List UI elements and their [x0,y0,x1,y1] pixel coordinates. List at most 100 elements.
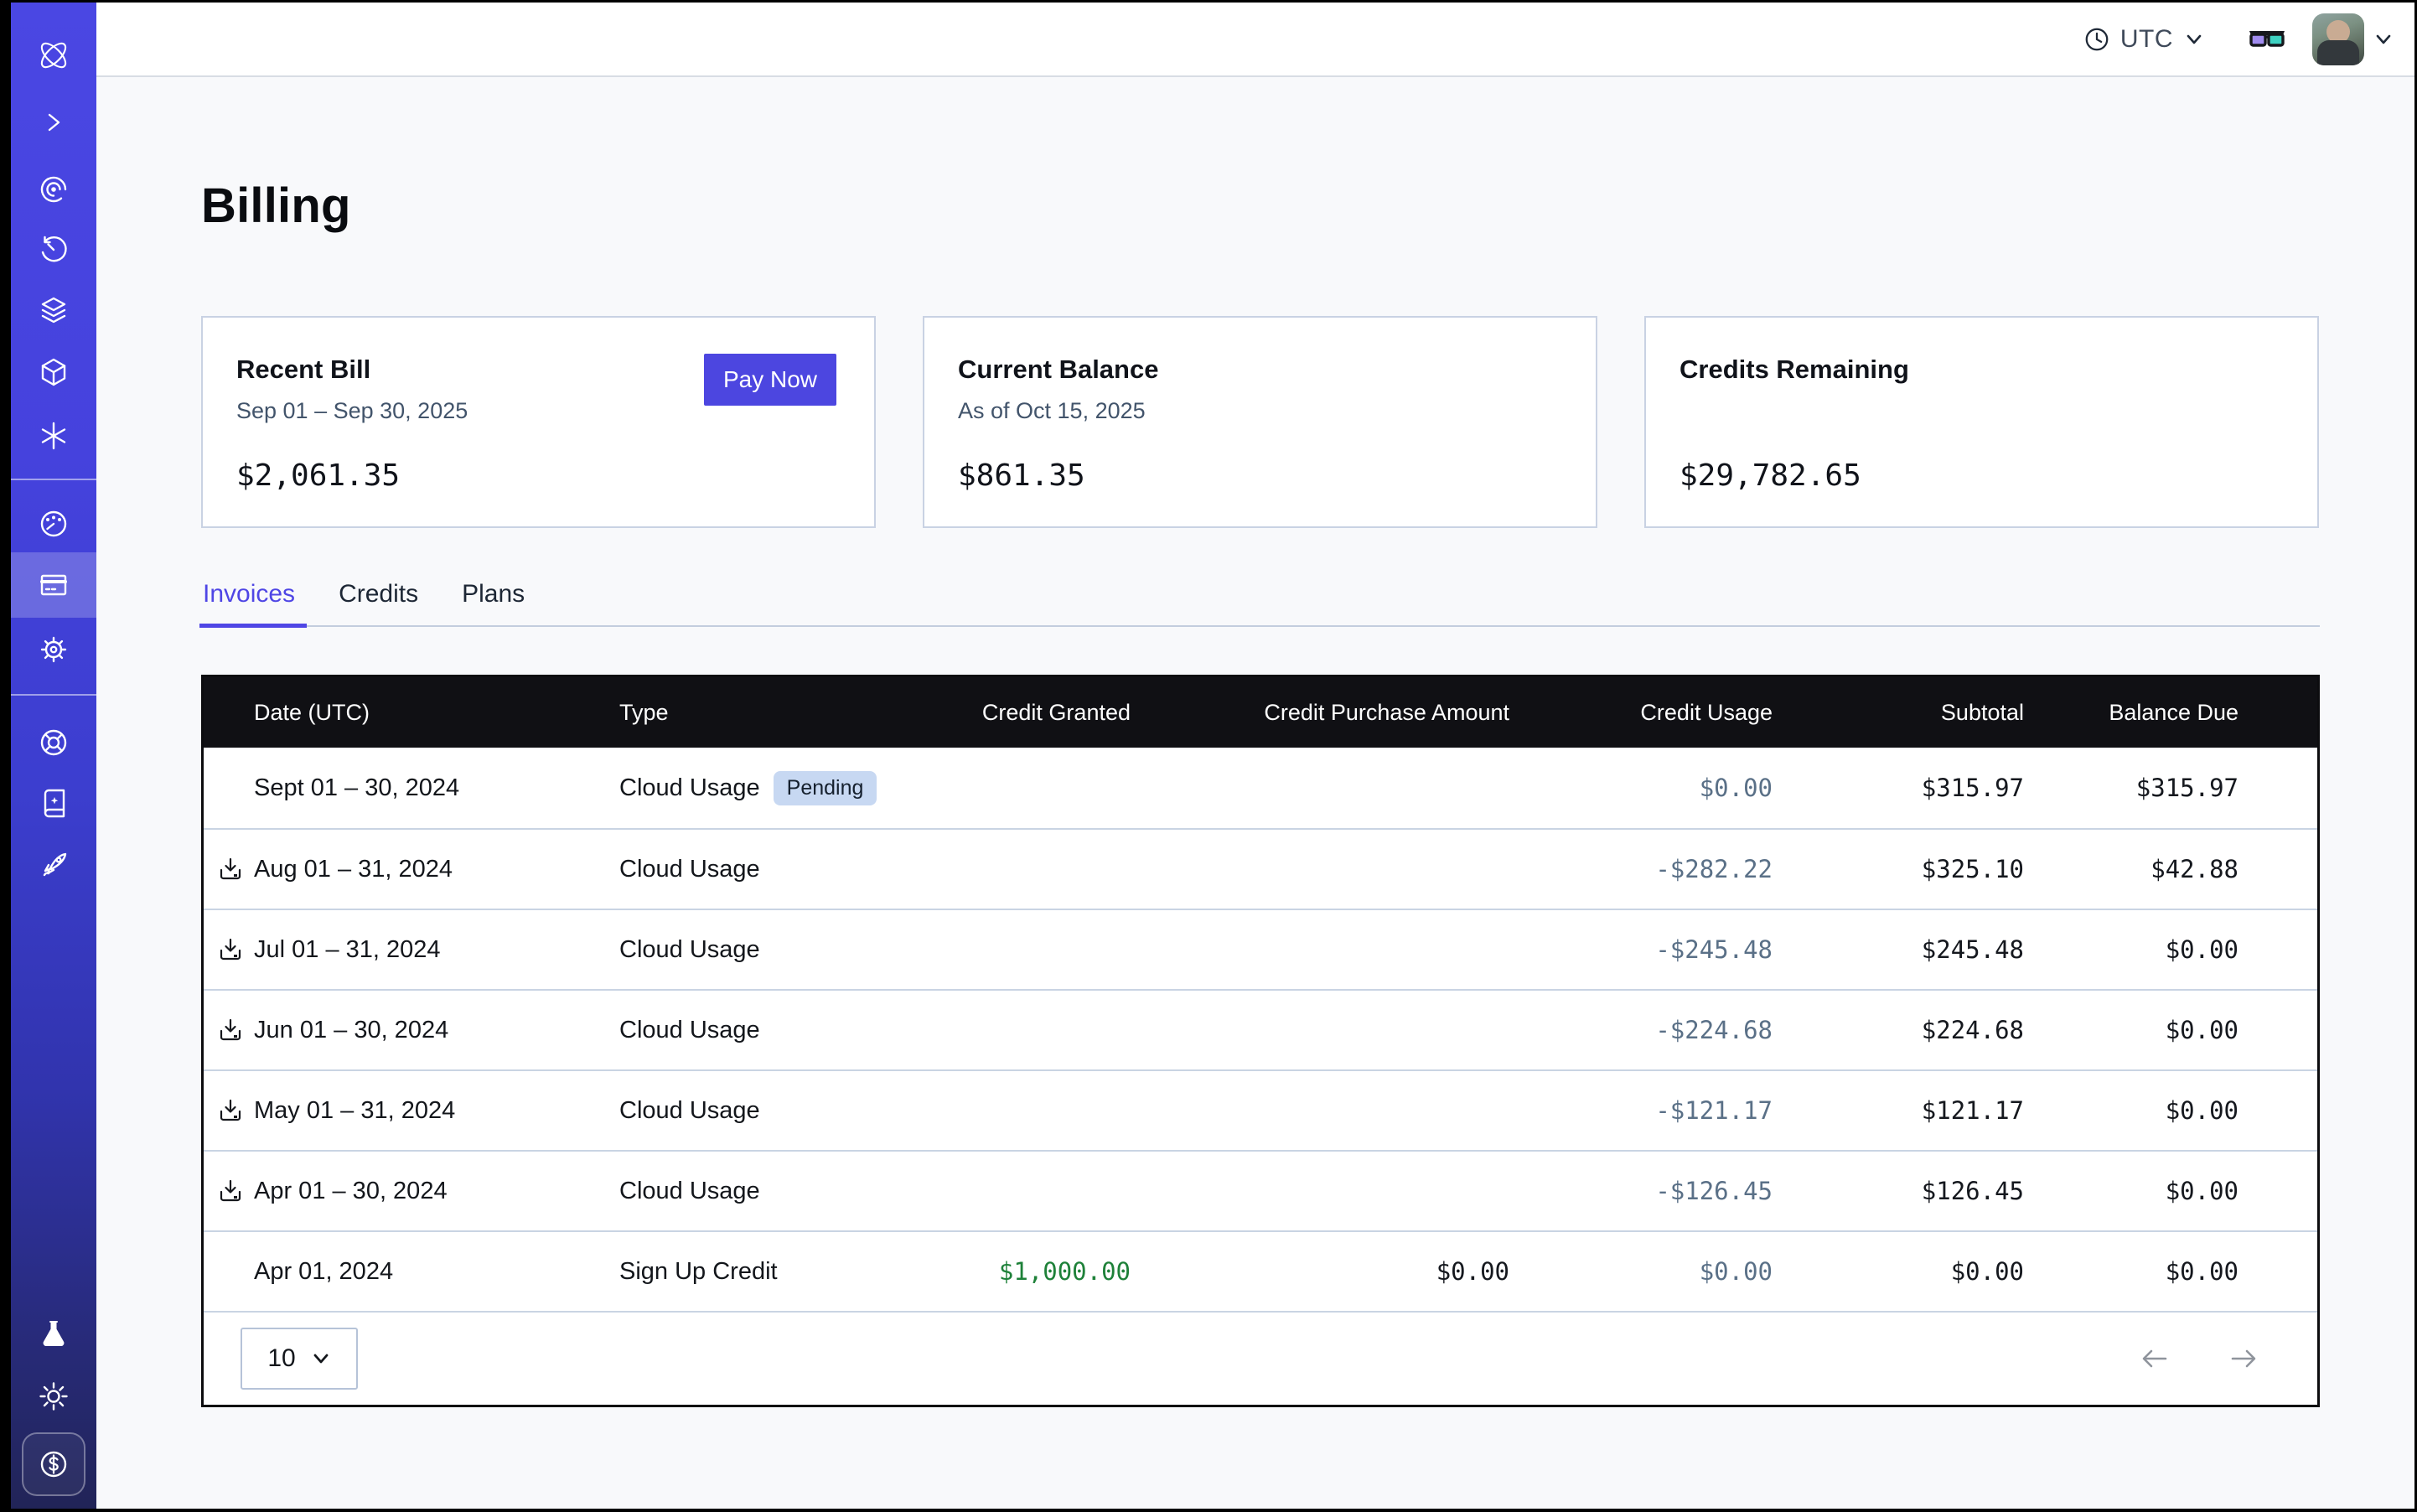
download-invoice-icon[interactable] [217,1017,244,1043]
page-size-select[interactable]: 10 [241,1328,358,1390]
sun-icon[interactable] [11,1364,96,1429]
billing-card-icon [38,569,70,601]
page-size-value: 10 [267,1344,295,1373]
card-subtitle: As of Oct 15, 2025 [958,398,1562,424]
flask-icon[interactable] [11,1302,96,1367]
credit-usage-cell: -$121.17 [1523,1096,1791,1125]
table-header-row: Date (UTC) Type Credit Granted Credit Pu… [204,677,2317,748]
subtotal-cell: $245.48 [1791,935,2042,964]
topbar: UTC [96,3,2414,77]
observe-eye-icon[interactable] [11,157,96,222]
3d-glasses-icon[interactable] [2245,24,2289,54]
download-invoice-icon[interactable] [217,1097,244,1124]
invoice-date: Jun 01 – 30, 2024 [254,1017,448,1044]
summary-cards: Recent Bill Sep 01 – Sep 30, 2025 $2,061… [201,316,2320,528]
docs-book-icon[interactable] [11,770,96,836]
balance-due-cell: $42.88 [2042,855,2317,883]
cube-icon[interactable] [11,339,96,405]
history-clock-icon[interactable] [11,217,96,282]
balance-due-cell: $0.00 [2042,1096,2317,1125]
tab-credits[interactable]: Credits [337,580,420,625]
table-row: Jun 01 – 30, 2024 Cloud Usage -$224.68$224… [204,989,2317,1069]
layers-icon[interactable] [11,277,96,343]
invoice-date: May 01 – 31, 2024 [254,1097,455,1125]
invoice-type-cell: Cloud Usage [603,856,896,883]
tab-plans[interactable]: Plans [460,580,526,625]
status-badge: Pending [774,771,877,805]
timezone-label: UTC [2120,25,2173,54]
table-row: May 01 – 31, 2024 Cloud Usage -$121.17$121… [204,1069,2317,1150]
card-amount: $861.35 [958,458,1562,493]
card-title: Current Balance [958,355,1562,385]
invoice-type: Cloud Usage [619,1178,760,1205]
invoice-date: Sept 01 – 30, 2024 [254,774,459,802]
next-page-arrow-icon[interactable] [2228,1346,2259,1371]
pagination-arrows [2140,1346,2259,1371]
gauge-icon[interactable] [11,491,96,557]
invoice-date-cell: Sept 01 – 30, 2024 [217,774,603,802]
credit-granted-cell: $1,000.00 [896,1257,1144,1286]
timezone-selector[interactable]: UTC [2083,25,2205,54]
invoice-date-cell: Aug 01 – 31, 2024 [217,856,603,883]
balance-due-cell: $0.00 [2042,1257,2317,1286]
download-invoice-icon[interactable] [217,856,244,883]
credit-usage-cell: $0.00 [1523,774,1791,802]
app-root: UTC Billing Recent Bill Sep 01 – Sep 30,… [11,3,2414,1509]
invoice-date-cell: Apr 01, 2024 [217,1258,603,1286]
chevron-right-icon[interactable] [11,90,96,155]
column-header: Subtotal [1791,700,2042,726]
table-row: Apr 01 – 30, 2024 Cloud Usage -$126.45$126… [204,1150,2317,1230]
credit-usage-cell: -$282.22 [1523,855,1791,883]
rocket-icon[interactable] [11,832,96,898]
lifebuoy-icon[interactable] [11,710,96,775]
chevron-down-icon [311,1349,331,1369]
table-footer: 10 [204,1311,2317,1405]
invoice-date: Apr 01, 2024 [254,1258,393,1286]
chevron-down-icon [2183,28,2205,50]
sidebar [11,3,96,1509]
previous-page-arrow-icon[interactable] [2140,1346,2170,1371]
sidebar-divider [11,479,96,480]
sidebar-item-billing[interactable] [11,552,96,618]
credit-usage-cell: -$224.68 [1523,1016,1791,1044]
balance-due-cell: $0.00 [2042,935,2317,964]
table-row: Aug 01 – 31, 2024 Cloud Usage -$282.22$325… [204,828,2317,909]
user-avatar[interactable] [2312,13,2364,65]
balance-due-cell: $0.00 [2042,1177,2317,1205]
clock-icon [2083,26,2110,53]
column-header: Type [603,700,896,726]
main-content: Billing Recent Bill Sep 01 – Sep 30, 202… [96,79,2414,1509]
logo-orbit-icon[interactable] [11,23,96,88]
invoice-type-cell: Cloud Usage [603,1097,896,1125]
dollar-badge-icon[interactable] [22,1432,85,1496]
invoice-type: Cloud Usage [619,856,760,883]
subtotal-cell: $325.10 [1791,855,2042,883]
invoice-date-cell: Jun 01 – 30, 2024 [217,1017,603,1044]
invoice-type: Cloud Usage [619,936,760,964]
subtotal-cell: $224.68 [1791,1016,2042,1044]
subtotal-cell: $315.97 [1791,774,2042,802]
tab-invoices[interactable]: Invoices [201,580,297,625]
pay-now-button[interactable]: Pay Now [704,354,836,406]
table-row: Jul 01 – 31, 2024Cloud Usage-$245.48$245… [204,909,2317,989]
invoice-date: Apr 01 – 30, 2024 [254,1178,448,1205]
subtotal-cell: $121.17 [1791,1096,2042,1125]
card-title: Credits Remaining [1679,355,2284,385]
billing-tabs: Invoices Credits Plans [201,580,2320,627]
invoice-date-cell: Apr 01 – 30, 2024 [217,1178,603,1205]
invoice-type-cell: Sign Up Credit [603,1258,896,1286]
credits-remaining-card: Credits Remaining $29,782.65 [1644,316,2319,528]
download-invoice-icon[interactable] [217,1178,244,1204]
credit-usage-cell: $0.00 [1523,1257,1791,1286]
subtotal-cell: $126.45 [1791,1177,2042,1205]
invoice-type: Cloud Usage [619,1017,760,1044]
chevron-down-icon[interactable] [2373,28,2394,50]
sidebar-divider [11,694,96,696]
gear-icon[interactable] [11,617,96,682]
subtotal-cell: $0.00 [1791,1257,2042,1286]
download-invoice-icon[interactable] [217,936,244,963]
asterisk-icon[interactable] [11,403,96,469]
credit-usage-cell: -$126.45 [1523,1177,1791,1205]
invoice-type: Cloud Usage [619,1097,760,1125]
card-amount: $29,782.65 [1679,458,2284,493]
